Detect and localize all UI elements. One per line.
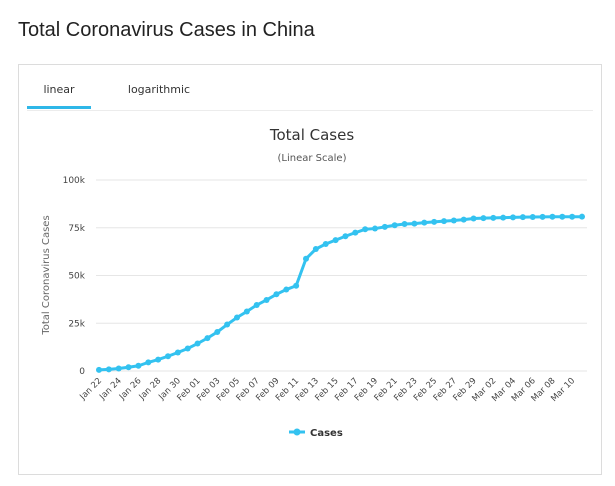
data-point[interactable] [490, 214, 497, 221]
data-point[interactable] [391, 222, 398, 229]
data-point[interactable] [165, 353, 171, 360]
data-point[interactable] [115, 365, 122, 372]
data-point[interactable] [441, 218, 447, 225]
data-point[interactable] [421, 219, 428, 226]
data-point[interactable] [480, 215, 487, 222]
chart-title: Total Cases [269, 126, 355, 144]
page-title: Total Coronavirus Cases in China [18, 19, 315, 41]
series-points-cases [96, 213, 585, 373]
data-point[interactable] [194, 340, 201, 347]
data-point[interactable] [510, 214, 516, 221]
data-point[interactable] [224, 321, 231, 328]
data-point[interactable] [470, 215, 477, 222]
y-tick-label: 50k [68, 272, 85, 282]
legend-label-cases: Cases [310, 428, 343, 439]
x-tick-label: Jan 28 [137, 376, 164, 403]
data-point[interactable] [96, 366, 102, 373]
data-point[interactable] [529, 213, 536, 220]
data-point[interactable] [332, 237, 339, 244]
data-point[interactable] [283, 286, 290, 293]
data-point[interactable] [372, 225, 378, 232]
data-point[interactable] [303, 255, 309, 262]
y-tick-label: 25k [68, 319, 85, 329]
data-point[interactable] [450, 217, 457, 224]
x-tick-label: Jan 22 [78, 376, 105, 403]
data-point[interactable] [549, 213, 556, 220]
chart-subtitle: (Linear Scale) [278, 153, 347, 164]
data-point[interactable] [342, 233, 349, 240]
data-point[interactable] [381, 223, 388, 230]
data-point[interactable] [253, 302, 260, 309]
scale-tabs: linear logarithmic [27, 73, 593, 109]
data-point[interactable] [401, 221, 408, 228]
data-point[interactable] [184, 345, 191, 352]
legend[interactable]: Cases [289, 428, 343, 439]
data-point[interactable] [352, 229, 359, 236]
y-axis-ticks: 0 25k 50k 75k 100k [63, 176, 86, 377]
data-point[interactable] [243, 308, 250, 315]
data-point[interactable] [362, 226, 369, 233]
data-point[interactable] [460, 216, 467, 223]
data-point[interactable] [234, 314, 240, 321]
legend-swatch-dot [293, 428, 301, 436]
line-chart: Total Cases (Linear Scale) 0 25k 50k 75k 100… [41, 126, 587, 439]
data-point[interactable] [105, 366, 112, 373]
data-point[interactable] [263, 296, 270, 303]
y-tick-label: 100k [63, 176, 86, 186]
data-point[interactable] [500, 214, 507, 221]
y-axis-label: Total Coronavirus Cases [41, 215, 52, 335]
y-tick-label: 75k [68, 224, 85, 234]
data-point[interactable] [539, 213, 546, 220]
x-tick-label: Jan 26 [117, 376, 144, 403]
tab-logarithmic[interactable]: logarithmic [127, 83, 191, 96]
tab-linear[interactable]: linear [27, 73, 91, 109]
data-point[interactable] [125, 364, 132, 371]
data-point[interactable] [145, 359, 152, 366]
data-point[interactable] [174, 349, 181, 356]
data-point[interactable] [322, 241, 329, 248]
data-point[interactable] [312, 246, 319, 253]
data-point[interactable] [579, 213, 585, 220]
x-tick-label: Jan 24 [97, 376, 124, 403]
data-point[interactable] [519, 214, 526, 221]
data-point[interactable] [411, 220, 418, 227]
y-tick-label: 0 [79, 367, 85, 377]
data-point[interactable] [155, 356, 162, 363]
data-point[interactable] [559, 213, 566, 220]
data-point[interactable] [135, 362, 142, 369]
data-point[interactable] [273, 291, 280, 298]
grid-lines [96, 179, 587, 372]
chart-card: linear logarithmic Total Cases (Linear S… [18, 64, 602, 475]
tab-divider [27, 110, 593, 111]
data-point[interactable] [569, 213, 576, 220]
data-point[interactable] [293, 282, 300, 289]
series-line-cases [98, 215, 583, 372]
data-point[interactable] [214, 328, 221, 335]
data-point[interactable] [204, 335, 211, 342]
data-point[interactable] [431, 218, 438, 225]
